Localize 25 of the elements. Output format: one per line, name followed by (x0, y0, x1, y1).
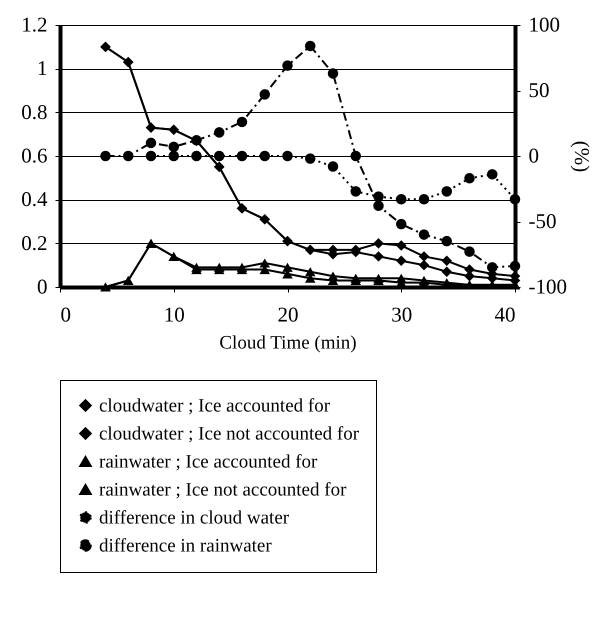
y-tick-label: 0.2 (21, 230, 48, 255)
y2-tick-label: -50 (528, 209, 556, 233)
y2-tick-label: -100 (528, 274, 567, 298)
legend-label: cloudwater ; Ice not accounted for (99, 424, 360, 444)
y-tick-label: 0.6 (21, 144, 48, 168)
legend-label: rainwater ; Ice not accounted for (99, 480, 348, 500)
x-tick-label: 30 (391, 302, 412, 326)
y-tick-label: 1.2 (21, 12, 48, 36)
y2-axis-title: (%) (570, 140, 594, 172)
legend-label: difference in cloud water (99, 508, 290, 528)
x-tick-label: 20 (278, 302, 298, 326)
legend-label: cloudwater ; Ice accounted for (99, 396, 331, 416)
x-axis-title: Cloud Time (min) (219, 332, 357, 354)
y2-tick-label: 100 (528, 12, 560, 36)
x-tick-label: 10 (164, 302, 185, 326)
y2-tick-label: 0 (528, 144, 539, 168)
legend-label: rainwater ; Ice accounted for (99, 452, 318, 472)
y-tick-label: 0.8 (21, 100, 48, 124)
y-tick-label: 0 (37, 274, 48, 298)
legend-label: difference in rainwater (99, 536, 272, 556)
y-tick-label: 0.4 (21, 187, 48, 212)
y2-tick-label: 50 (528, 78, 550, 102)
x-tick-label: 0 (60, 302, 71, 326)
y-tick-label: 1 (37, 56, 48, 80)
x-tick-label: 40 (494, 302, 516, 326)
